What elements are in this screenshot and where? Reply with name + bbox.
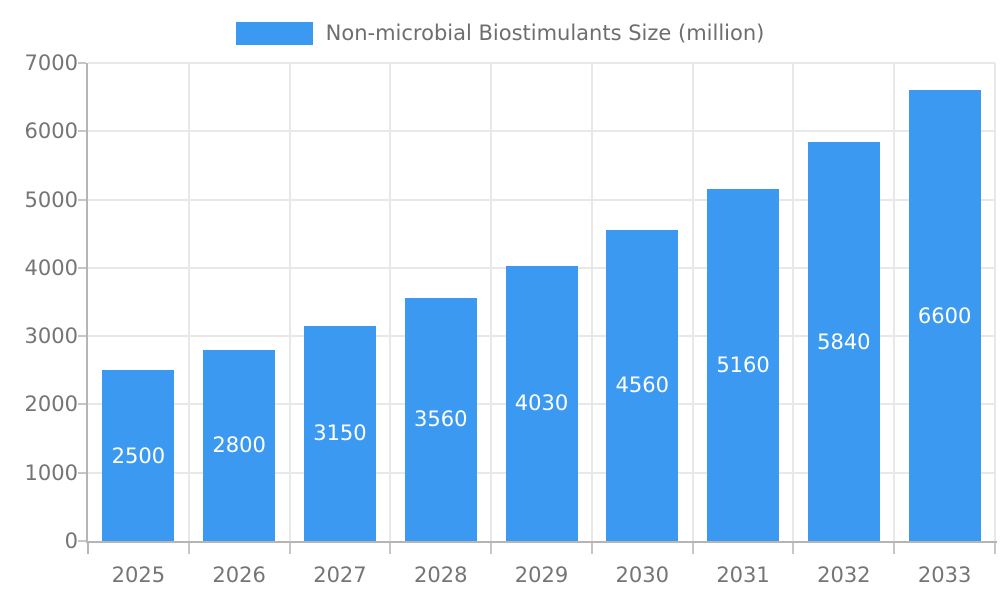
y-axis-tick-label: 6000 bbox=[24, 119, 78, 144]
bar-2029[interactable]: 4030 bbox=[505, 265, 578, 541]
x-axis-tick bbox=[389, 543, 392, 554]
x-axis-tick-label-2027: 2027 bbox=[313, 563, 367, 587]
bar-value-label: 4560 bbox=[615, 373, 669, 398]
bar-value-label: 2500 bbox=[111, 443, 166, 468]
gridline-vertical bbox=[490, 63, 493, 541]
x-axis-tick-label-2032: 2032 bbox=[817, 563, 871, 587]
y-axis-tick bbox=[78, 130, 86, 133]
gridline-horizontal bbox=[88, 130, 995, 133]
bar-2030[interactable]: 4560 bbox=[606, 229, 679, 541]
y-axis-tick-label: 7000 bbox=[24, 51, 78, 75]
gridline-vertical bbox=[389, 63, 392, 541]
bar-value-label: 5840 bbox=[817, 329, 871, 354]
bar-value-label: 4030 bbox=[514, 391, 569, 416]
bar-2027[interactable]: 3150 bbox=[303, 325, 376, 541]
legend-swatch bbox=[235, 21, 313, 45]
bar-value-label: 2800 bbox=[212, 433, 266, 458]
x-axis-tick bbox=[590, 543, 593, 554]
legend-label: Non-microbial Biostimulants Size (millio… bbox=[325, 21, 765, 45]
gridline-horizontal bbox=[88, 198, 995, 201]
gridline-vertical bbox=[893, 63, 896, 541]
bar-value-label: 3150 bbox=[313, 421, 367, 446]
gridline-vertical bbox=[691, 63, 694, 541]
x-axis-line bbox=[86, 541, 997, 543]
bar-2026[interactable]: 2800 bbox=[203, 349, 276, 541]
gridline-vertical bbox=[590, 63, 593, 541]
x-axis-tick-label-2026: 2026 bbox=[212, 563, 266, 587]
x-axis-tick-label-2025: 2025 bbox=[111, 563, 166, 587]
plot-area: 2500 2800 3150 3560 4030 4560 5160 5840 6600 bbox=[78, 62, 997, 554]
y-axis-tick-label: 2000 bbox=[24, 392, 78, 417]
bar-2031[interactable]: 5160 bbox=[707, 188, 780, 541]
y-axis-tick bbox=[78, 335, 86, 338]
bar-2025[interactable]: 2500 bbox=[102, 370, 175, 541]
gridline-horizontal bbox=[88, 62, 995, 64]
x-axis-tick-label-2029: 2029 bbox=[514, 563, 569, 587]
x-axis-tick-label-2033: 2033 bbox=[917, 563, 972, 587]
y-axis-tick-label: 0 bbox=[64, 529, 78, 553]
gridline-vertical bbox=[994, 63, 996, 541]
y-axis-tick bbox=[78, 403, 86, 406]
x-axis-tick-label-2030: 2030 bbox=[615, 563, 669, 587]
y-axis-tick bbox=[78, 198, 86, 201]
x-axis-tick bbox=[691, 543, 694, 554]
y-axis-tick bbox=[78, 266, 86, 269]
x-axis-tick-label-2031: 2031 bbox=[716, 563, 770, 587]
y-axis-line bbox=[86, 63, 88, 543]
x-axis-tick bbox=[490, 543, 493, 554]
x-axis-tick bbox=[288, 543, 291, 554]
x-axis-tick bbox=[792, 543, 795, 554]
bar-value-label: 3560 bbox=[413, 407, 468, 432]
x-axis-tick bbox=[187, 543, 190, 554]
y-axis-tick bbox=[78, 62, 86, 64]
bar-2032[interactable]: 5840 bbox=[807, 142, 880, 541]
bar-2028[interactable]: 3560 bbox=[404, 297, 477, 541]
x-axis-tick bbox=[87, 543, 89, 554]
y-axis-tick-label: 1000 bbox=[24, 460, 78, 485]
gridline-vertical bbox=[792, 63, 795, 541]
gridline-vertical bbox=[288, 63, 291, 541]
y-axis-tick-label: 4000 bbox=[24, 255, 78, 280]
gridline-vertical bbox=[187, 63, 190, 541]
bar-2033[interactable]: 6600 bbox=[908, 90, 981, 541]
bar-value-label: 6600 bbox=[917, 303, 972, 328]
y-axis-tick-label: 5000 bbox=[24, 187, 78, 212]
x-axis-tick bbox=[893, 543, 896, 554]
bar-value-label: 5160 bbox=[716, 352, 770, 377]
y-axis-tick bbox=[78, 471, 86, 474]
x-axis-tick bbox=[994, 543, 996, 554]
y-axis-tick-label: 3000 bbox=[24, 324, 78, 349]
y-axis-tick bbox=[78, 540, 86, 542]
legend-item[interactable]: Non-microbial Biostimulants Size (millio… bbox=[0, 21, 1000, 45]
x-axis-tick-label-2028: 2028 bbox=[413, 563, 468, 587]
